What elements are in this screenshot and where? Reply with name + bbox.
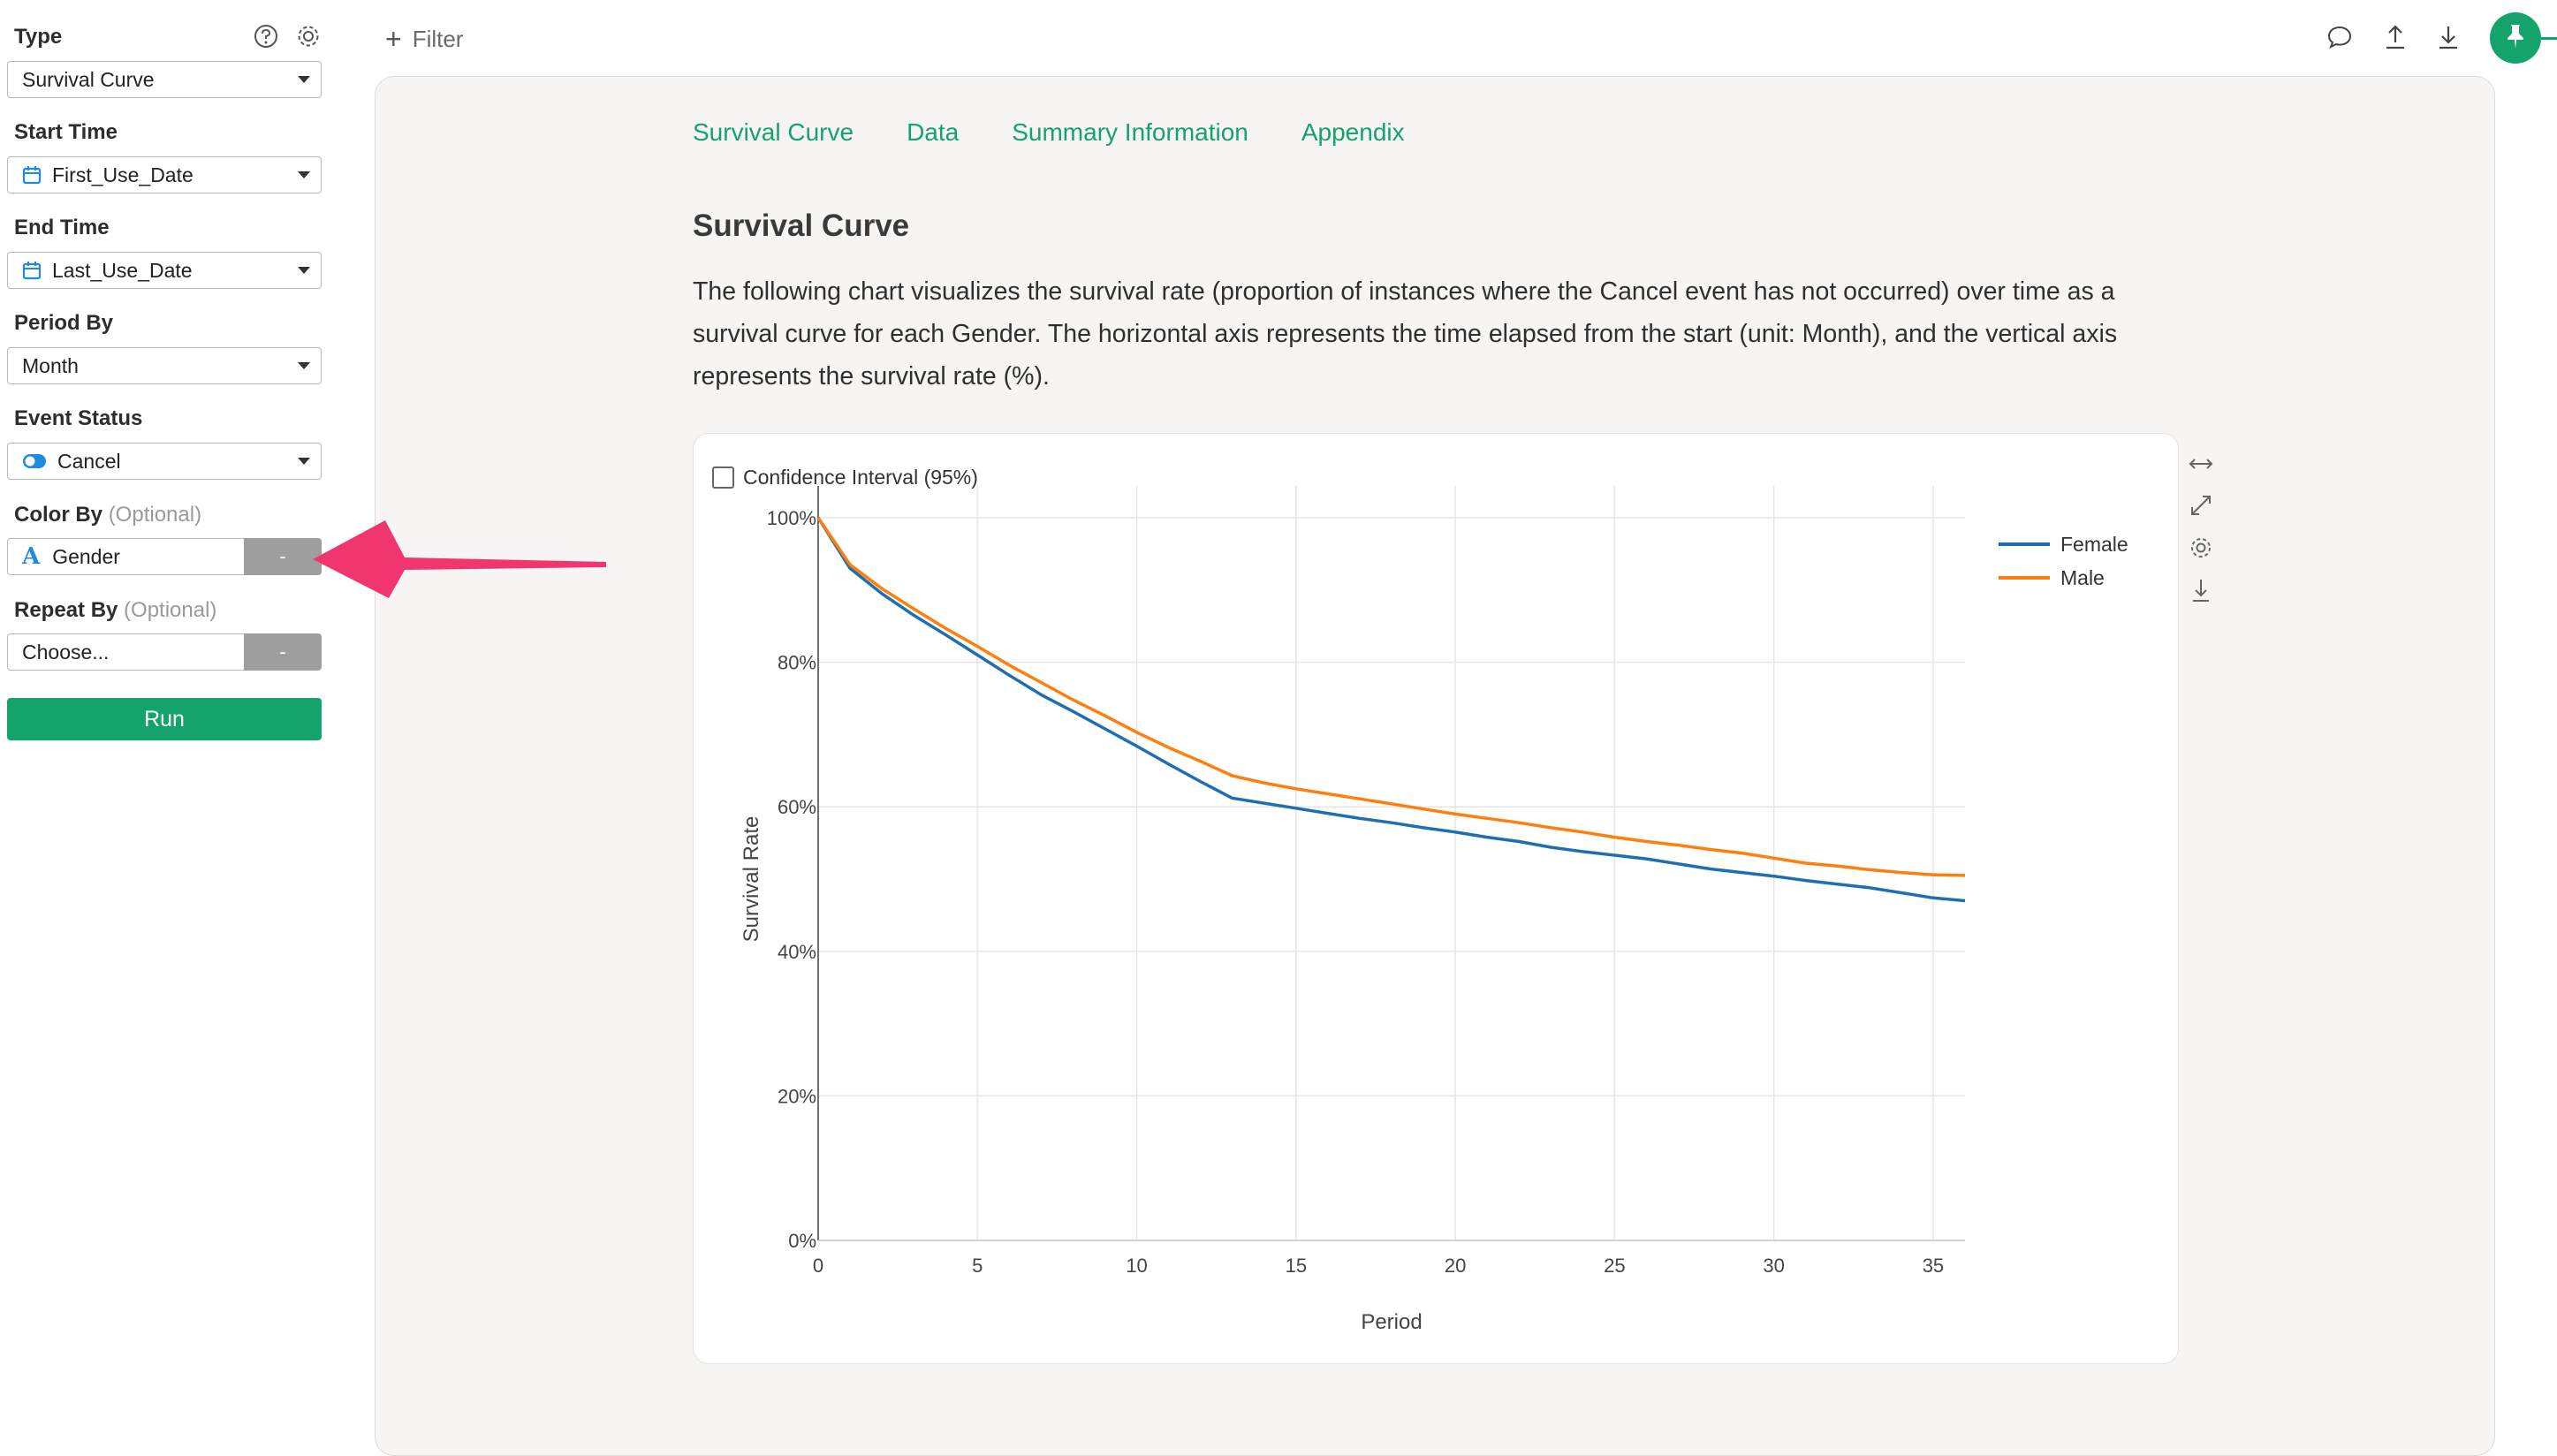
confidence-interval-label: Confidence Interval (95%) [743, 466, 978, 489]
start-time-label: Start Time [14, 120, 118, 144]
run-button[interactable]: Run [7, 698, 322, 740]
tab-survival-curve[interactable]: Survival Curve [693, 118, 854, 146]
x-axis-title: Period [1361, 1310, 1422, 1334]
y-tick-label: 60% [778, 796, 816, 818]
x-tick-label: 0 [813, 1255, 823, 1277]
end-time-select[interactable]: Last_Use_Date [7, 252, 322, 289]
event-status-label: Event Status [14, 406, 143, 430]
start-time-select[interactable]: First_Use_Date [7, 156, 322, 193]
color-by-value: Gender [52, 544, 120, 568]
survival-chart: 0 5 10 15 20 25 30 35 0% 20% 40% 60% 80% 100% Period Su… [740, 486, 2128, 1334]
type-label: Type [14, 25, 63, 49]
chevron-down-icon [298, 362, 310, 369]
y-tick-label: 40% [778, 941, 816, 963]
y-tick-label: 100% [767, 507, 816, 529]
color-by-field[interactable]: A Gender [7, 538, 244, 575]
text-type-icon: A [22, 543, 41, 570]
chart-download-icon[interactable] [2188, 577, 2214, 608]
sidebar: Type Survival Curve Start Time First_Use… [0, 0, 336, 1387]
color-by-label: Color By (Optional) [14, 503, 201, 527]
chart-settings-icon[interactable] [2188, 535, 2214, 565]
filter-label: Filter [412, 26, 464, 52]
filter-button[interactable]: + Filter [385, 23, 463, 56]
y-tick-label: 80% [778, 652, 816, 674]
checkbox-icon [712, 466, 734, 489]
repeat-by-label: Repeat By (Optional) [14, 598, 216, 623]
legend-label-female: Female [2060, 533, 2128, 556]
y-axis-title: Survival Rate [740, 816, 763, 943]
y-tick-label: 20% [778, 1085, 816, 1107]
chevron-down-icon [298, 267, 310, 274]
optional-hint: (Optional) [108, 503, 202, 527]
series-line-male [816, 517, 1966, 877]
repeat-by-label-text: Repeat By [14, 598, 118, 622]
calendar-icon [22, 165, 42, 185]
fullscreen-icon[interactable] [2188, 492, 2214, 523]
color-by-control: A Gender - [7, 538, 322, 575]
x-tick-label: 30 [1763, 1255, 1784, 1277]
x-tick-label: 20 [1445, 1255, 1466, 1277]
page-title: Survival Curve [693, 209, 910, 243]
period-by-select[interactable]: Month [7, 347, 322, 384]
chevron-down-icon [298, 458, 310, 465]
pin-button[interactable] [2490, 12, 2541, 64]
tab-appendix[interactable]: Appendix [1301, 118, 1405, 146]
calendar-icon [22, 261, 42, 280]
expand-width-icon[interactable] [2188, 451, 2214, 482]
color-by-remove-button[interactable]: - [244, 538, 322, 575]
legend-label-male: Male [2060, 566, 2105, 589]
download-icon[interactable] [2435, 23, 2462, 56]
chevron-down-icon [298, 171, 310, 178]
event-status-value: Cancel [57, 449, 121, 473]
start-time-value: First_Use_Date [52, 163, 193, 186]
chevron-down-icon [298, 76, 310, 83]
confidence-interval-checkbox[interactable]: Confidence Interval (95%) [712, 466, 978, 489]
series-line-female [816, 517, 1966, 903]
type-select[interactable]: Survival Curve [7, 61, 322, 98]
repeat-by-value: Choose... [22, 640, 110, 664]
optional-hint: (Optional) [124, 598, 217, 622]
gear-icon[interactable] [295, 23, 322, 54]
end-time-value: Last_Use_Date [52, 258, 193, 282]
type-value: Survival Curve [22, 67, 155, 91]
pin-icon [2504, 23, 2527, 54]
plus-icon: + [385, 23, 402, 55]
x-tick-label: 5 [972, 1255, 983, 1277]
x-tick-label: 35 [1923, 1255, 1944, 1277]
end-time-label: End Time [14, 216, 110, 239]
repeat-by-control: Choose... - [7, 633, 322, 671]
upload-icon[interactable] [2382, 23, 2409, 56]
x-tick-label: 25 [1604, 1255, 1625, 1277]
pin-connector [2541, 37, 2557, 40]
x-tick-label: 10 [1126, 1255, 1147, 1277]
report-description: The following chart visualizes the survi… [693, 277, 2118, 391]
comment-icon[interactable] [2326, 23, 2354, 56]
y-tick-label: 0% [788, 1230, 816, 1252]
x-tick-label: 15 [1286, 1255, 1307, 1277]
toggle-icon [22, 453, 47, 469]
period-by-value: Month [22, 353, 79, 377]
period-by-label: Period By [14, 311, 114, 335]
repeat-by-field[interactable]: Choose... [7, 633, 244, 671]
tab-data[interactable]: Data [907, 118, 960, 146]
annotation-arrow [313, 520, 606, 598]
color-by-label-text: Color By [14, 503, 103, 527]
tab-summary-information[interactable]: Summary Information [1012, 118, 1248, 146]
help-icon[interactable] [253, 23, 279, 54]
repeat-by-remove-button[interactable]: - [244, 633, 322, 671]
event-status-select[interactable]: Cancel [7, 443, 322, 480]
report-tabs: Survival Curve Data Summary Information … [693, 118, 1405, 147]
